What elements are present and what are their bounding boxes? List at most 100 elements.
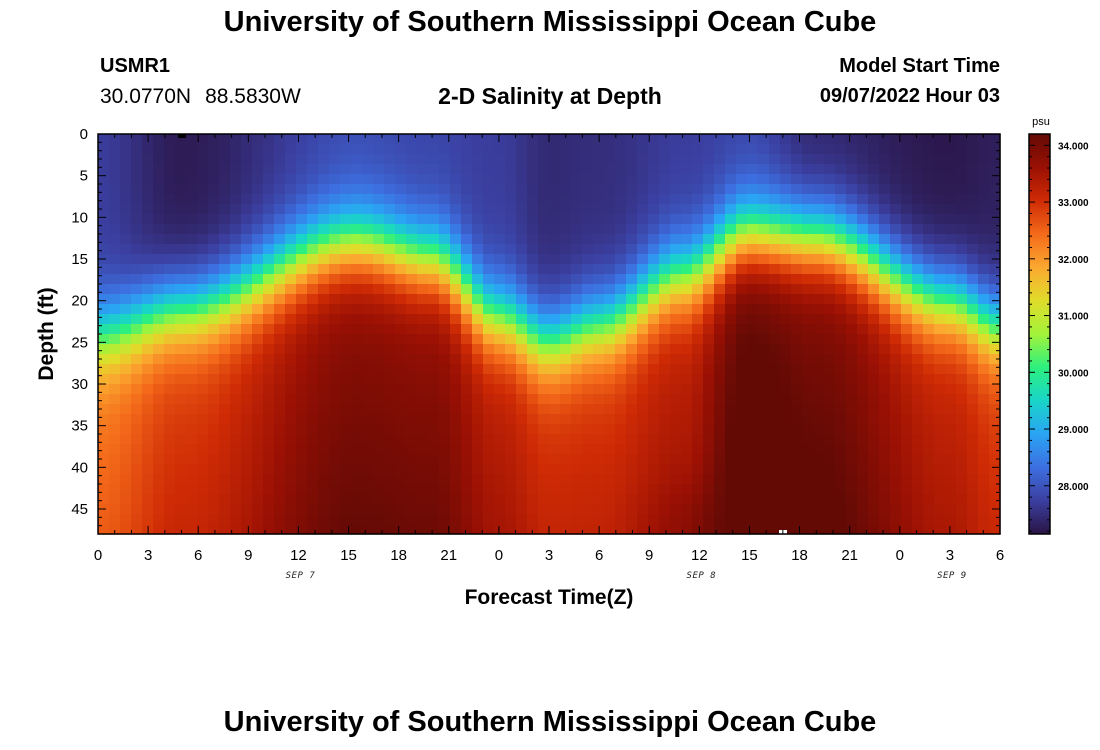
heatmap-cell xyxy=(483,484,495,495)
heatmap-cell xyxy=(648,414,660,425)
heatmap-cell xyxy=(329,214,341,225)
heatmap-cell xyxy=(626,334,638,345)
heatmap-cell xyxy=(340,264,352,275)
heatmap-cell xyxy=(219,414,231,425)
heatmap-cell xyxy=(219,514,231,525)
heatmap-cell xyxy=(362,304,374,315)
heatmap-cell xyxy=(131,504,143,515)
heatmap-cell xyxy=(648,384,660,395)
heatmap-cell xyxy=(384,384,396,395)
heatmap-cell xyxy=(725,294,737,305)
heatmap-cell xyxy=(252,484,264,495)
heatmap-cell xyxy=(989,364,1001,375)
heatmap-cell xyxy=(769,184,781,195)
heatmap-cell xyxy=(725,204,737,215)
heatmap-cell xyxy=(659,394,671,405)
heatmap-cell xyxy=(692,434,704,445)
heatmap-cell xyxy=(758,144,770,155)
heatmap-cell xyxy=(505,274,517,285)
heatmap-cell xyxy=(285,354,297,365)
heatmap-cell xyxy=(318,204,330,215)
heatmap-cell xyxy=(406,444,418,455)
heatmap-cell xyxy=(549,184,561,195)
heatmap-cell xyxy=(879,164,891,175)
heatmap-cell xyxy=(868,254,880,265)
heatmap-cell xyxy=(648,464,660,475)
heatmap-cell xyxy=(340,484,352,495)
heatmap-cell xyxy=(483,304,495,315)
heatmap-cell xyxy=(98,294,110,305)
heatmap-cell xyxy=(923,264,935,275)
heatmap-cell xyxy=(549,254,561,265)
heatmap-cell xyxy=(494,414,506,425)
heatmap-cell xyxy=(505,514,517,525)
heatmap-cell xyxy=(967,314,979,325)
heatmap-cell xyxy=(252,314,264,325)
heatmap-cell xyxy=(725,154,737,165)
heatmap-cell xyxy=(901,214,913,225)
heatmap-cell xyxy=(593,154,605,165)
heatmap-cell xyxy=(890,394,902,405)
heatmap-cell xyxy=(912,374,924,385)
heatmap-cell xyxy=(758,294,770,305)
heatmap-cell xyxy=(109,154,121,165)
heatmap-cell xyxy=(439,454,451,465)
heatmap-cell xyxy=(109,224,121,235)
heatmap-cell xyxy=(648,344,660,355)
heatmap-cell xyxy=(912,494,924,505)
heatmap-cell xyxy=(186,424,198,435)
heatmap-cell xyxy=(263,214,275,225)
heatmap-cell xyxy=(362,134,374,145)
heatmap-cell xyxy=(978,354,990,365)
heatmap-cell xyxy=(769,344,781,355)
heatmap-cell xyxy=(835,294,847,305)
heatmap-cell xyxy=(296,434,308,445)
heatmap-cell xyxy=(780,224,792,235)
heatmap-cell xyxy=(560,384,572,395)
heatmap-cell xyxy=(736,434,748,445)
heatmap-cell xyxy=(395,144,407,155)
heatmap-cell xyxy=(901,264,913,275)
heatmap-cell xyxy=(769,174,781,185)
heatmap-cell xyxy=(703,284,715,295)
heatmap-cell xyxy=(164,364,176,375)
heatmap-cell xyxy=(681,504,693,515)
heatmap-cell xyxy=(802,134,814,145)
heatmap-cell xyxy=(901,444,913,455)
heatmap-cell xyxy=(945,414,957,425)
heatmap-cell xyxy=(956,444,968,455)
heatmap-cell xyxy=(428,284,440,295)
heatmap-cell xyxy=(802,424,814,435)
heatmap-cell xyxy=(879,224,891,235)
heatmap-cell xyxy=(494,184,506,195)
heatmap-cell xyxy=(648,134,660,145)
heatmap-cell xyxy=(846,274,858,285)
heatmap-cell xyxy=(857,514,869,525)
heatmap-cell xyxy=(549,464,561,475)
heatmap-cell xyxy=(417,364,429,375)
heatmap-cell xyxy=(230,194,242,205)
heatmap-cell xyxy=(439,184,451,195)
y-tick-label: 10 xyxy=(71,209,88,226)
heatmap-cell xyxy=(197,254,209,265)
heatmap-cell xyxy=(329,274,341,285)
heatmap-cell xyxy=(560,164,572,175)
heatmap-cell xyxy=(769,154,781,165)
heatmap-cell xyxy=(791,334,803,345)
heatmap-cell xyxy=(670,404,682,415)
heatmap-cell xyxy=(329,424,341,435)
heatmap-cell xyxy=(164,444,176,455)
heatmap-cell xyxy=(725,184,737,195)
heatmap-cell xyxy=(681,284,693,295)
heatmap-cell xyxy=(417,474,429,485)
heatmap-cell xyxy=(208,394,220,405)
heatmap-cell xyxy=(857,464,869,475)
heatmap-cell xyxy=(670,494,682,505)
heatmap-cell xyxy=(659,184,671,195)
heatmap-cell xyxy=(934,494,946,505)
heatmap-cell xyxy=(615,134,627,145)
heatmap-cell xyxy=(681,224,693,235)
heatmap-cell xyxy=(494,204,506,215)
heatmap-cell xyxy=(142,414,154,425)
heatmap-cell xyxy=(175,354,187,365)
